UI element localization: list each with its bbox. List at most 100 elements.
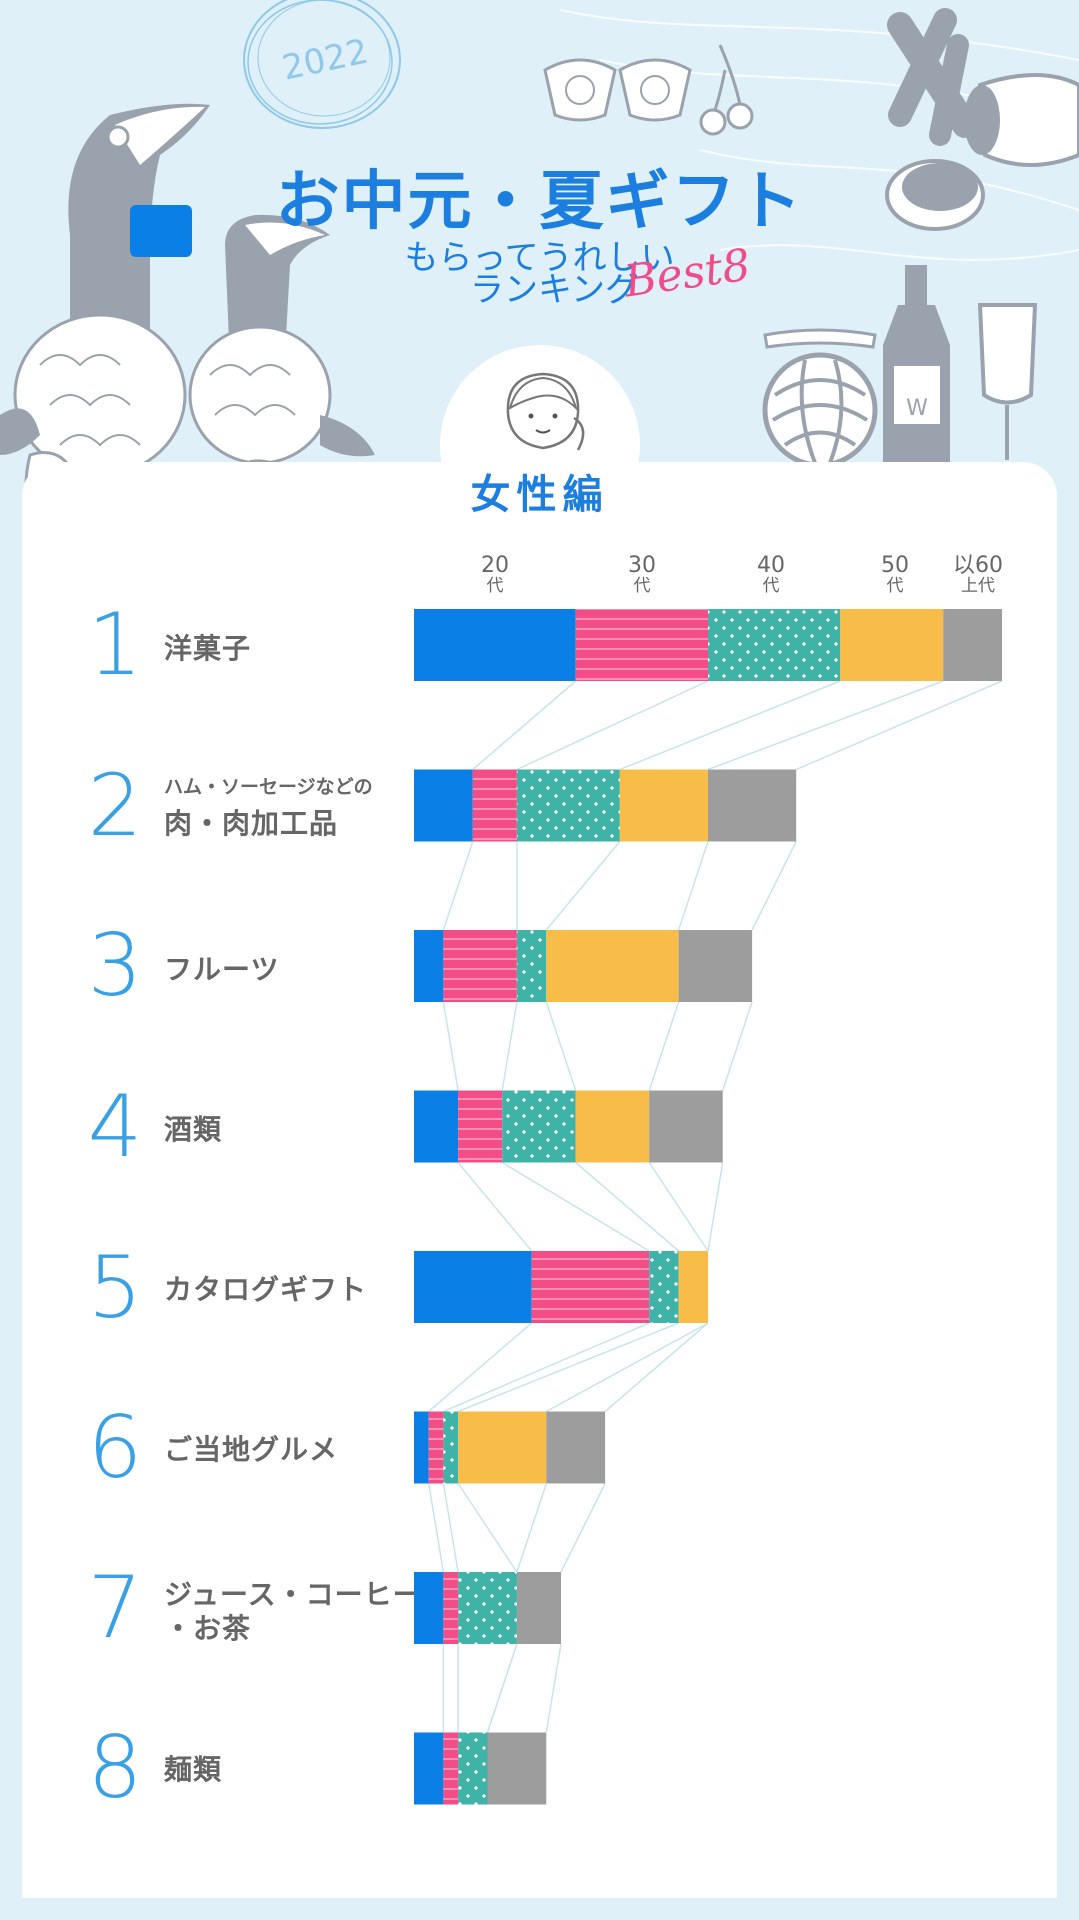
bar-segment-rank2-series3 (619, 769, 708, 842)
connector-line (648, 1162, 709, 1252)
bar-segment-rank8-series1 (443, 1732, 459, 1805)
rank-label-4: 酒類 (164, 1113, 223, 1146)
connector-line (457, 1322, 679, 1413)
bar-segment-rank5-series3 (678, 1251, 708, 1323)
connector-line (795, 680, 1003, 771)
connector-line (545, 1322, 709, 1413)
sausage-food-icon (885, 8, 1079, 231)
bar-segment-rank4-series1 (458, 1090, 503, 1163)
bar-segment-rank3-series4 (678, 930, 753, 1002)
svg-text:W: W (906, 396, 928, 421)
legend-age60: 以60 上代 (953, 553, 1003, 597)
rank-label-1: 洋菓子 (164, 632, 252, 665)
legend-age20: 20 代 (481, 553, 509, 597)
connector-line (707, 680, 944, 771)
jelly-cups-icon (543, 44, 754, 136)
rank-label-8: 麺類 (164, 1753, 223, 1786)
connector-line (575, 1161, 680, 1252)
connector-line (472, 680, 577, 771)
bar-segment-rank4-series0 (414, 1090, 459, 1163)
legend-age50: 50 代 (881, 553, 909, 597)
rank-label-6: ご当地グルメ (164, 1433, 339, 1466)
bar-segment-rank1-series0 (414, 609, 576, 681)
connector-line (457, 1162, 533, 1252)
ranking-card (22, 462, 1057, 1898)
main-title: お中元・夏ギフト (275, 165, 804, 239)
bar-segment-rank2-series2 (516, 769, 620, 842)
connector-line (442, 841, 474, 931)
connector-lines (427, 680, 1003, 1733)
connector-line (677, 841, 709, 931)
bar-segment-rank8-series2 (458, 1732, 488, 1805)
bar-segment-rank2-series1 (472, 769, 517, 842)
connector-line (751, 841, 797, 931)
bar-segment-rank4-series2 (502, 1090, 576, 1163)
bar-segment-rank2-series0 (414, 769, 473, 842)
bar-segment-rank5-series1 (531, 1251, 650, 1323)
connector-line (545, 1643, 562, 1733)
connector-line (428, 1322, 533, 1413)
rank-number-4: 4 (87, 1077, 143, 1177)
connector-line (604, 1322, 709, 1413)
bar-segment-rank3-series2 (516, 930, 547, 1002)
bar-segment-rank3-series3 (546, 930, 679, 1002)
bar-segment-rank6-series4 (546, 1411, 606, 1484)
bar-segment-rank3-series1 (443, 930, 517, 1002)
connector-line (545, 1001, 577, 1091)
connector-line (707, 1162, 724, 1252)
bar-segment-rank2-series4 (708, 769, 797, 842)
rank-number-8: 8 (87, 1718, 143, 1818)
connector-line (442, 1001, 459, 1091)
rank-sublabel-2: ハム・ソーセージなどの (164, 776, 373, 798)
bar-segment-rank7-series4 (516, 1572, 561, 1644)
rank-label-7-line2: ・お茶 (164, 1612, 252, 1645)
connector-line (619, 680, 841, 771)
bar-segment-rank1-series2 (708, 609, 841, 681)
rank-label-3: フルーツ (164, 953, 280, 986)
bar-segment-rank5-series2 (649, 1251, 679, 1323)
bar-segment-rank8-series0 (414, 1732, 444, 1805)
legend-age40: 40 代 (757, 553, 785, 597)
connector-line (648, 1001, 680, 1091)
year-stamp-icon (243, 0, 401, 129)
connector-line (501, 1161, 650, 1252)
bar-segment-rank8-series4 (487, 1732, 547, 1805)
rank-number-2: 2 (87, 756, 143, 856)
bar-segment-rank7-series0 (414, 1572, 444, 1644)
subtitle-line1: もらってうれしい (404, 238, 675, 278)
connector-line (545, 841, 621, 931)
bar-segment-rank1-series3 (840, 609, 944, 681)
bar-segment-rank6-series0 (414, 1411, 429, 1484)
rank-number-3: 3 (87, 916, 143, 1016)
bar-segment-rank6-series1 (428, 1411, 444, 1484)
bar-segment-rank7-series2 (458, 1572, 517, 1644)
connector-line (427, 1483, 445, 1573)
connector-line (516, 680, 709, 771)
rank-label-2: 肉・肉加工品 (164, 807, 339, 840)
bar-segment-rank5-series0 (414, 1251, 532, 1323)
connector-line (501, 1001, 518, 1091)
bar-segments (414, 609, 1002, 1805)
legend-age30: 30 代 (628, 553, 656, 597)
bar-segment-rank4-series3 (575, 1090, 650, 1163)
connector-line (560, 1483, 606, 1573)
bar-segment-rank4-series4 (649, 1090, 723, 1163)
bar-segment-rank1-series4 (943, 609, 1002, 681)
bar-segment-rank1-series1 (575, 609, 708, 681)
rank-label-7: ジュース・コーヒー (164, 1578, 422, 1611)
bar-segment-rank7-series1 (443, 1572, 459, 1644)
bar-segment-rank6-series3 (458, 1411, 547, 1484)
connector-line (721, 1001, 753, 1091)
connector-line (457, 1483, 518, 1573)
rank-number-6: 6 (87, 1398, 143, 1498)
subtitle-line2: ランキング (470, 270, 639, 310)
section-title: 女性編 (470, 472, 609, 518)
bar-segment-rank3-series0 (414, 930, 444, 1002)
connector-line (516, 1483, 548, 1573)
rank-number-7: 7 (87, 1558, 143, 1658)
bar-segment-rank6-series2 (443, 1411, 459, 1484)
rank-number-5: 5 (87, 1238, 143, 1338)
connector-line (443, 1322, 650, 1413)
woman-face-icon (506, 372, 585, 451)
